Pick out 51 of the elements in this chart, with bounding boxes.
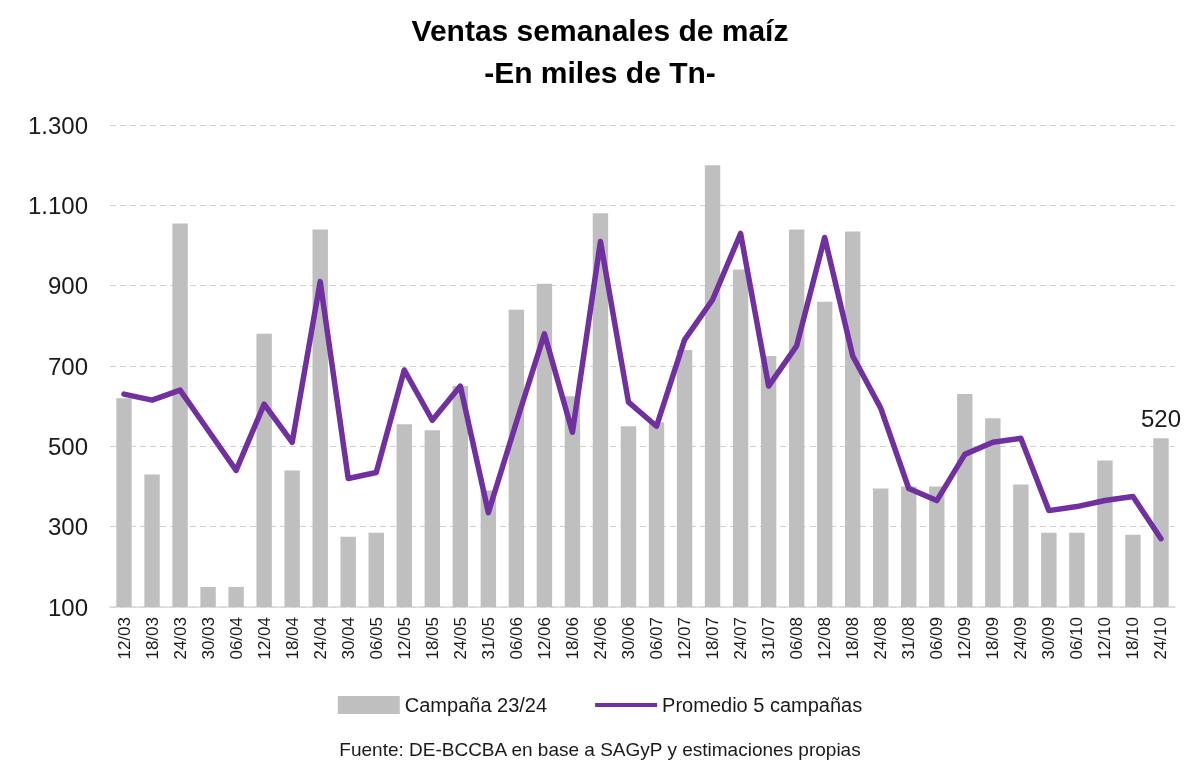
y-tick-label: 100 [47,593,88,621]
legend-label: Campaña 23/24 [404,694,548,716]
y-tick-label: 300 [47,513,88,541]
y-tick-label: 1.300 [27,111,88,139]
x-tick-label: 24/09 [1011,617,1031,660]
x-tick-label: 18/07 [703,617,723,660]
x-tick-label: 24/07 [731,617,751,660]
x-tick-label: 30/04 [338,617,358,660]
source-note: Fuente: DE-BCCBA en base a SAGyP y estimaciones propias [339,739,861,760]
x-tick-label: 18/08 [843,617,863,660]
x-tick-label: 24/10 [1151,617,1171,660]
x-tick-label: 18/05 [422,617,442,660]
x-tick-label: 31/08 [899,617,919,660]
x-tick-label: 30/06 [618,617,638,660]
x-tick-label: 30/09 [1039,617,1059,660]
legend-label: Promedio 5 campañas [662,694,863,716]
x-tick-label: 06/04 [226,617,246,660]
x-tick-label: 06/06 [506,617,526,660]
x-tick-label: 18/03 [142,617,162,660]
x-tick-label: 12/06 [534,617,554,660]
x-tick-label: 06/09 [927,617,947,660]
x-tick-label: 31/05 [478,617,498,660]
chart-title: Ventas semanales de maíz [411,13,789,47]
chart-subtitle: -En miles de Tn- [484,55,716,89]
x-tick-label: 12/08 [815,617,835,660]
x-tick-label: 24/03 [170,617,190,660]
x-tick-label: 24/06 [590,617,610,660]
x-tick-label: 06/07 [647,617,667,660]
x-tick-label: 24/05 [450,617,470,660]
x-tick-label: 30/03 [198,617,218,660]
x-tick-label: 12/05 [394,617,414,660]
x-tick-label: 12/03 [114,617,134,660]
y-tick-label: 500 [47,432,88,460]
x-tick-label: 31/07 [759,617,779,660]
x-tick-label: 12/04 [254,617,274,660]
x-tick-label: 12/07 [675,617,695,660]
x-tick-label: 24/08 [871,617,891,660]
x-tick-label: 18/06 [562,617,582,660]
x-tick-label: 18/10 [1123,617,1143,660]
x-tick-label: 06/08 [787,617,807,660]
y-tick-label: 900 [47,272,88,300]
x-tick-label: 12/09 [955,617,975,660]
x-tick-label: 24/04 [310,617,330,660]
x-tick-label: 12/10 [1095,617,1115,660]
y-tick-label: 1.100 [27,191,88,219]
x-tick-label: 06/05 [366,617,386,660]
x-tick-label: 18/09 [983,617,1003,660]
x-tick-label: 18/04 [282,617,302,660]
y-tick-label: 700 [47,352,88,380]
x-tick-label: 06/10 [1067,617,1087,660]
data-label: 520 [1140,404,1182,432]
